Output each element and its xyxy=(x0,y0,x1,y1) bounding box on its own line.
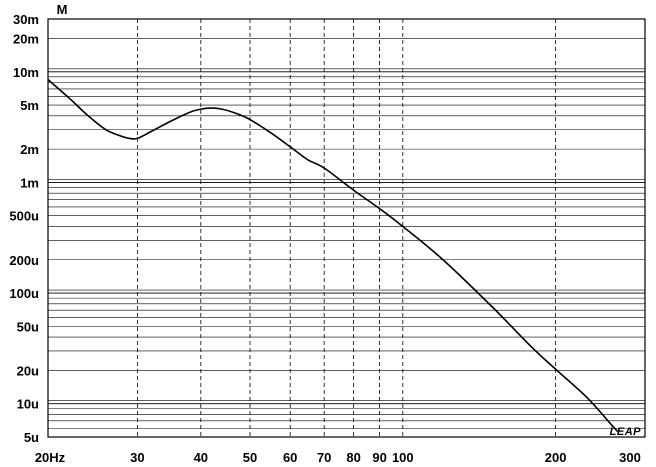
plot-frame xyxy=(47,18,646,438)
x-tick-label: 300 xyxy=(619,450,641,465)
y-tick-label: 100u xyxy=(9,286,39,301)
x-tick-label: 90 xyxy=(372,450,386,465)
x-tick-label: 50 xyxy=(243,450,257,465)
x-tick-label: 80 xyxy=(346,450,360,465)
y-tick-label: 50u xyxy=(17,319,39,334)
x-tick-label: 70 xyxy=(317,450,331,465)
y-axis-tick-labels: 30m 20m 10m 5m 2m 1m 500u 200u 100u 50u 20u 10u 5u xyxy=(9,12,39,445)
x-axis-tick-labels: 20Hz 30 40 50 60 70 80 90 100 200 300 xyxy=(35,450,641,465)
x-tick-label: 20Hz xyxy=(35,450,66,465)
y-tick-label: 5u xyxy=(24,430,39,445)
unit-label: M xyxy=(57,2,68,17)
y-tick-label: 20m xyxy=(13,31,39,46)
x-tick-label: 100 xyxy=(392,450,414,465)
x-tick-label: 60 xyxy=(283,450,297,465)
y-tick-label: 2m xyxy=(20,142,39,157)
x-tick-label: 40 xyxy=(194,450,208,465)
grid xyxy=(48,19,645,437)
x-tick-label: 200 xyxy=(545,450,567,465)
y-tick-label: 20u xyxy=(17,363,39,378)
y-tick-label: 200u xyxy=(9,253,39,268)
y-tick-label: 1m xyxy=(20,175,39,190)
series-line xyxy=(47,78,619,433)
y-tick-label: 500u xyxy=(9,209,39,224)
series-layer xyxy=(47,78,619,433)
y-tick-label: 5m xyxy=(20,98,39,113)
x-tick-label: 30 xyxy=(130,450,144,465)
y-tick-label: 10u xyxy=(17,397,39,412)
y-tick-label: 30m xyxy=(13,12,39,27)
watermark-logo: LEAP xyxy=(610,426,642,438)
y-tick-label: 10m xyxy=(13,65,39,80)
